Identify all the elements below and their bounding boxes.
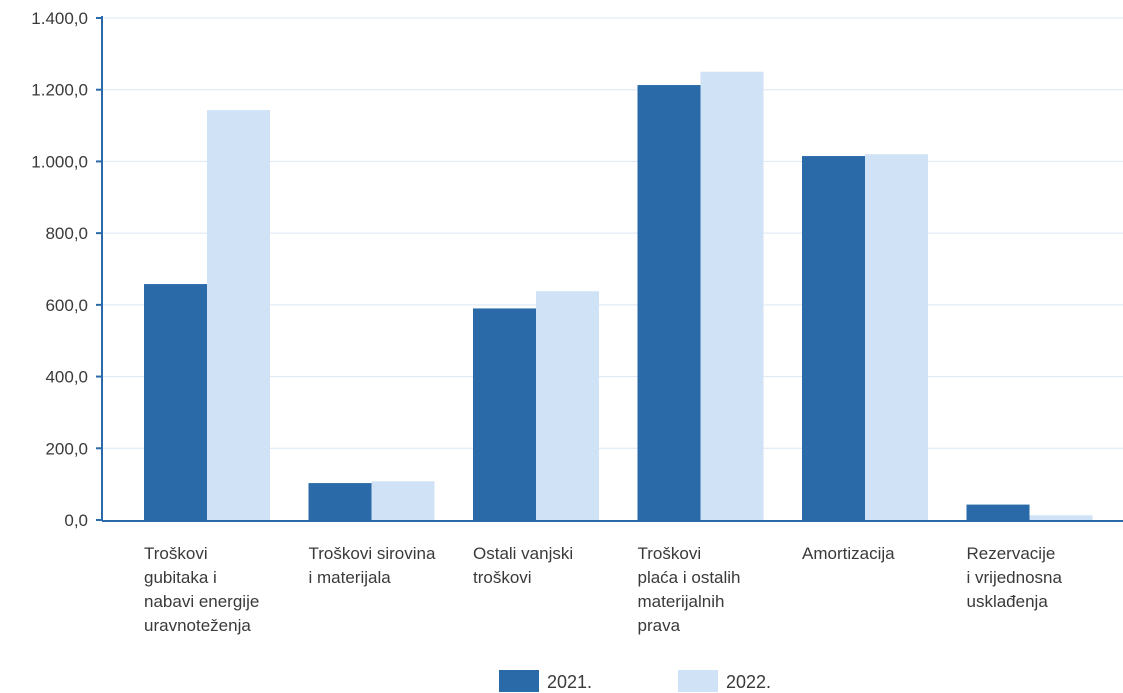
y-tick-label: 1.000,0	[31, 152, 88, 171]
bar-2021-0	[144, 284, 207, 520]
legend-label: 2021.	[547, 672, 592, 692]
bar-2022-1	[371, 481, 435, 520]
bar-2022-2	[536, 291, 599, 520]
bar-2021-1	[308, 483, 372, 520]
gridlines	[102, 17, 1123, 449]
y-tick-label: 800,0	[45, 224, 88, 243]
bar-2021-3	[637, 85, 701, 520]
legend-label: 2022.	[726, 672, 771, 692]
bar-2021-2	[473, 308, 536, 520]
y-tick-label: 0,0	[64, 511, 88, 530]
y-tick-label: 200,0	[45, 439, 88, 458]
x-category-label: Troškovi sirovina i materijala	[309, 544, 436, 587]
y-tick-label: 600,0	[45, 296, 88, 315]
y-tick-label: 400,0	[45, 368, 88, 387]
bar-2021-4	[802, 156, 865, 521]
bar-2022-3	[700, 71, 764, 521]
x-category-label: Ostali vanjski troškovi	[473, 544, 573, 587]
x-category-label: Rezervacije i vrijednosna usklađenja	[967, 544, 1063, 611]
y-tick-label: 1.200,0	[31, 81, 88, 100]
bar-2021-5	[966, 504, 1030, 520]
legend-swatch	[678, 670, 718, 692]
bar-2022-0	[207, 110, 270, 520]
y-axis-ticks: 0,0 200,0 400,0 600,0 800,0 1.000,0 1.200,0 1.4…	[31, 9, 102, 530]
x-category-label: Amortizacija	[802, 544, 895, 563]
x-category-label: Troškovi plaća i ostalih materijalnih prava	[638, 544, 741, 635]
legend-swatch	[499, 670, 539, 692]
bar-2022-5	[1029, 515, 1093, 520]
bar-2022-4	[865, 154, 928, 520]
x-category-label: Troškovi gubitaka i nabavi energije uravnot…	[144, 544, 259, 635]
bars	[144, 71, 1093, 521]
legend: 2021. 2022.	[499, 670, 771, 692]
y-tick-label: 1.400,0	[31, 9, 88, 28]
x-axis-category-labels: Troškovi gubitaka i nabavi energije uravnot…	[144, 544, 1062, 635]
